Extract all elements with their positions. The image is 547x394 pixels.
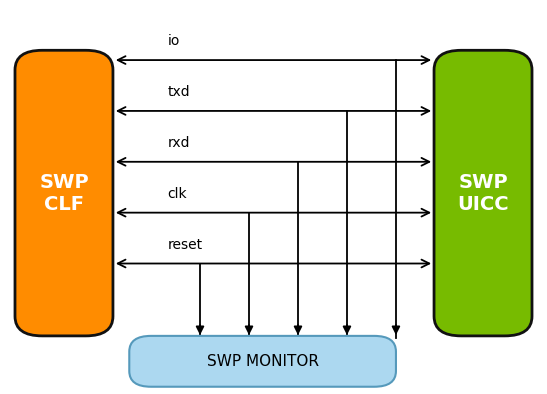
Text: SWP
UICC: SWP UICC [457,173,509,214]
Text: txd: txd [167,85,190,99]
FancyBboxPatch shape [129,336,396,387]
Text: rxd: rxd [167,136,190,150]
Text: clk: clk [167,187,187,201]
FancyBboxPatch shape [434,50,532,336]
FancyBboxPatch shape [15,50,113,336]
Text: io: io [167,34,180,48]
Text: reset: reset [167,238,202,252]
Text: SWP
CLF: SWP CLF [39,173,89,214]
Text: SWP MONITOR: SWP MONITOR [207,354,318,369]
